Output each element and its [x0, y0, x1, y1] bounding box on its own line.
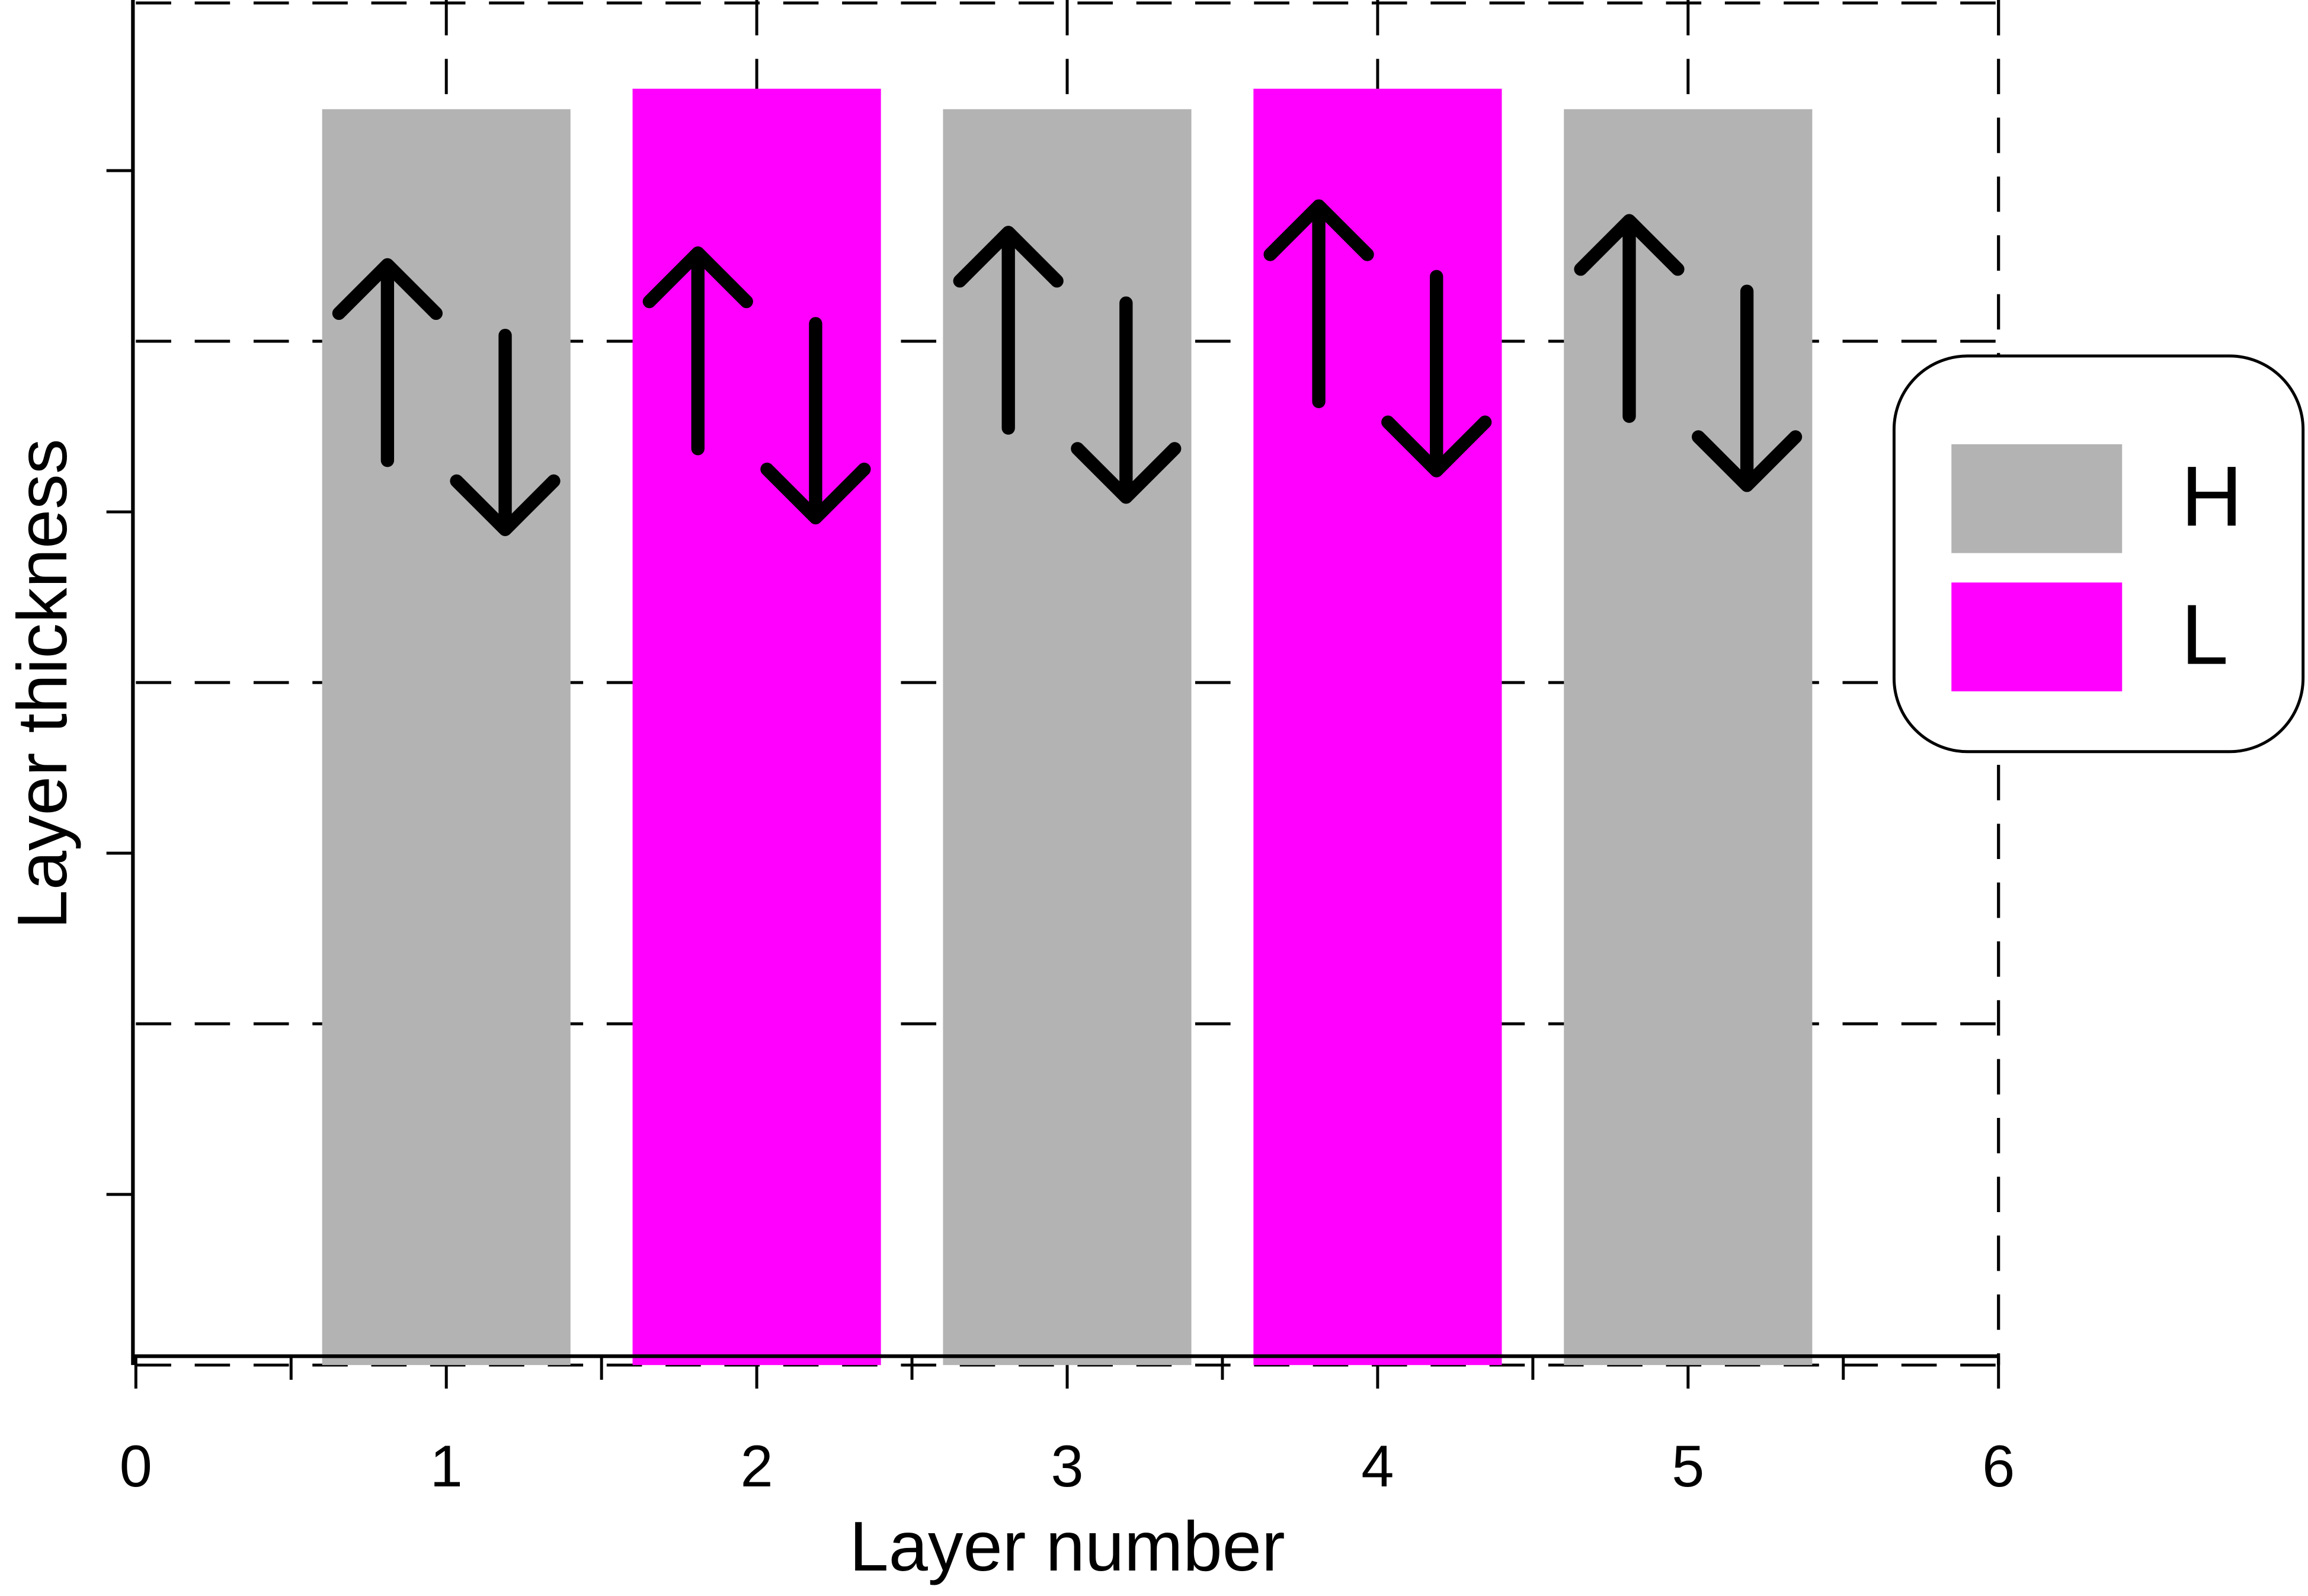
- bar: [632, 88, 881, 1366]
- x-tick-label: 4: [1361, 1434, 1394, 1499]
- bar: [1253, 88, 1502, 1366]
- x-tick-label: 1: [430, 1434, 463, 1499]
- arrow-up: [1574, 214, 1685, 423]
- bar: [322, 109, 571, 1366]
- x-tick-label: 6: [1982, 1434, 2015, 1499]
- x-axis-label: Layer number: [849, 1507, 1285, 1586]
- legend-swatch: [1951, 444, 2123, 553]
- legend-box: [1892, 354, 2305, 754]
- arrow-up: [642, 246, 753, 456]
- arrow-down: [1071, 296, 1182, 504]
- arrow-up: [1263, 199, 1374, 409]
- bar: [943, 109, 1192, 1366]
- arrow-down: [450, 328, 561, 537]
- arrow-down: [1381, 270, 1492, 477]
- y-axis-label: Layer thickness: [3, 439, 82, 930]
- x-tick-label: 2: [740, 1434, 773, 1499]
- x-tick-label: 5: [1672, 1434, 1704, 1499]
- legend-label: H: [2181, 448, 2243, 544]
- x-tick-label: 0: [120, 1434, 152, 1499]
- arrow-up: [332, 258, 443, 467]
- legend-label: L: [2181, 587, 2229, 682]
- bar: [1564, 109, 1813, 1366]
- arrow-up: [953, 226, 1064, 435]
- legend-swatch: [1951, 582, 2123, 691]
- x-tick-label: 3: [1051, 1434, 1083, 1499]
- arrow-down: [1692, 284, 1803, 492]
- arrow-down: [760, 317, 871, 525]
